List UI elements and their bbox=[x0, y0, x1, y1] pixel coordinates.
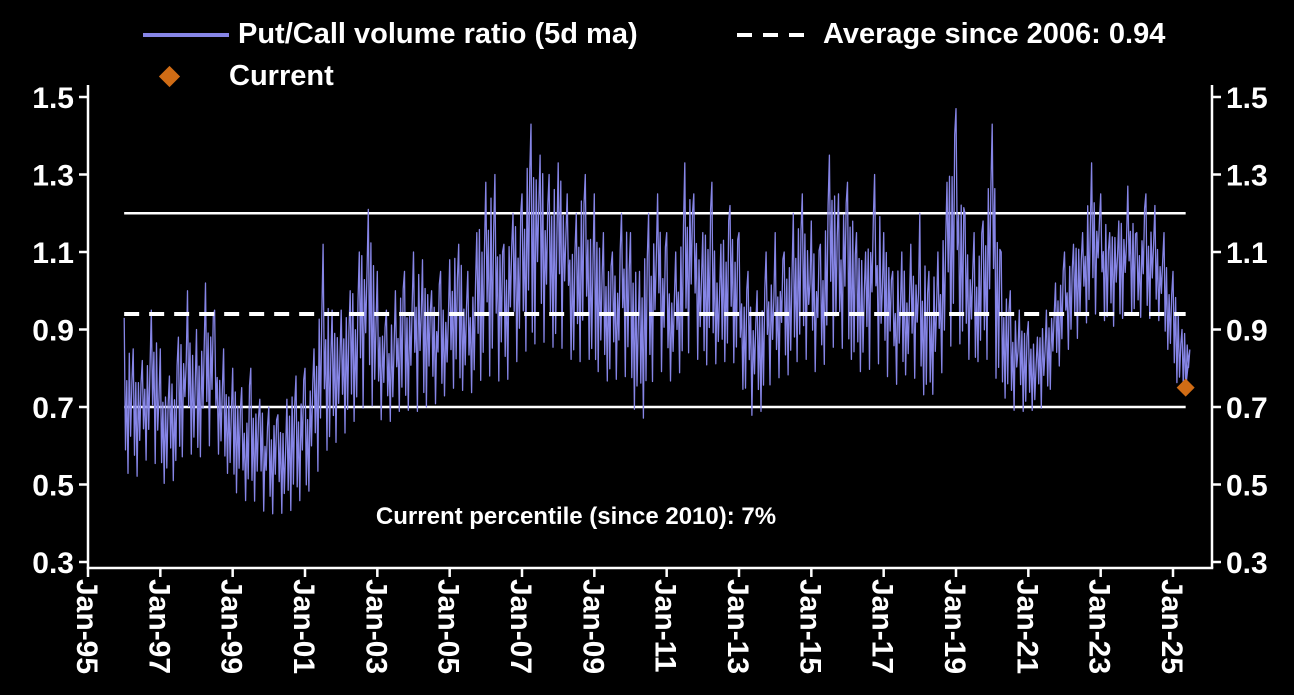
x-tick-label: Jan-19 bbox=[938, 579, 971, 674]
legend-current-label: Current bbox=[229, 60, 334, 92]
x-tick-label: Jan-95 bbox=[70, 579, 103, 674]
y-tick-label-right: 1.5 bbox=[1226, 82, 1268, 115]
average-dashed-line-icon bbox=[737, 32, 811, 37]
x-tick-label: Jan-07 bbox=[504, 579, 537, 674]
x-tick-label: Jan-03 bbox=[359, 579, 392, 674]
current-point-diamond bbox=[1176, 378, 1195, 397]
y-tick-label-left: 1.5 bbox=[32, 82, 74, 115]
percentile-annotation: Current percentile (since 2010): 7% bbox=[375, 503, 777, 530]
legend-item-average: Average since 2006: 0.94 bbox=[737, 18, 1165, 51]
x-tick-label: Jan-13 bbox=[721, 579, 754, 674]
y-tick-label-left: 0.7 bbox=[32, 392, 74, 425]
y-tick-label-right: 1.1 bbox=[1226, 237, 1268, 270]
y-tick-label-left: 0.5 bbox=[32, 470, 74, 503]
legend-item-current: Current bbox=[158, 60, 334, 93]
x-tick-label: Jan-09 bbox=[576, 579, 609, 674]
y-tick-label-right: 0.7 bbox=[1226, 392, 1268, 425]
x-tick-label: Jan-21 bbox=[1010, 579, 1043, 674]
x-tick-label: Jan-17 bbox=[866, 579, 899, 674]
x-tick-label: Jan-05 bbox=[432, 579, 465, 674]
x-tick-label: Jan-11 bbox=[649, 579, 682, 672]
x-tick-label: Jan-15 bbox=[793, 579, 826, 674]
current-diamond-icon bbox=[158, 65, 181, 88]
x-tick-label: Jan-23 bbox=[1083, 579, 1116, 674]
x-tick-label: Jan-99 bbox=[215, 579, 248, 674]
y-tick-label-left: 1.1 bbox=[32, 237, 74, 270]
y-tick-label-left: 0.3 bbox=[32, 547, 74, 580]
x-tick-label: Jan-97 bbox=[142, 579, 175, 674]
y-tick-label-left: 0.9 bbox=[32, 315, 74, 348]
y-tick-label-right: 0.9 bbox=[1226, 315, 1268, 348]
series-line-icon bbox=[143, 32, 229, 37]
legend-series-label: Put/Call volume ratio (5d ma) bbox=[238, 18, 638, 50]
y-tick-label-right: 0.3 bbox=[1226, 547, 1268, 580]
x-tick-label: Jan-25 bbox=[1155, 579, 1188, 674]
y-tick-label-left: 1.3 bbox=[32, 160, 74, 193]
series-line bbox=[123, 107, 1191, 515]
y-tick-label-right: 0.5 bbox=[1226, 470, 1268, 503]
y-tick-label-right: 1.3 bbox=[1226, 160, 1268, 193]
x-tick-label: Jan-01 bbox=[287, 579, 320, 674]
legend-average-label: Average since 2006: 0.94 bbox=[823, 18, 1166, 50]
legend-item-series: Put/Call volume ratio (5d ma) bbox=[143, 18, 638, 51]
